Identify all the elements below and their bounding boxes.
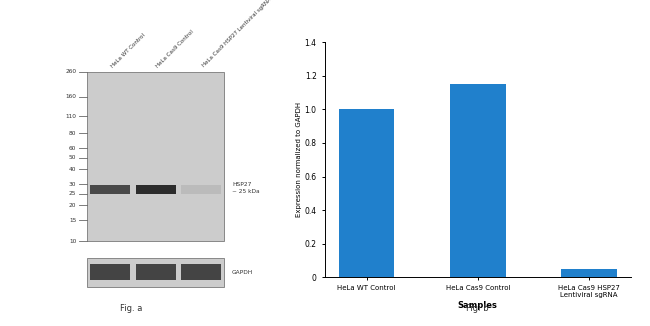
Text: Fig. b: Fig. b	[467, 304, 489, 313]
Text: 25: 25	[69, 191, 77, 196]
Text: HeLa Cas9 Control: HeLa Cas9 Control	[155, 29, 195, 68]
Bar	[90, 185, 130, 194]
Text: 20: 20	[69, 203, 77, 208]
Text: 50: 50	[69, 155, 77, 160]
Text: 80: 80	[69, 130, 77, 136]
Text: 110: 110	[66, 114, 77, 119]
Text: 15: 15	[69, 218, 77, 223]
Bar	[87, 72, 224, 241]
Bar	[339, 110, 395, 277]
Bar	[181, 185, 221, 194]
Text: GAPDH: GAPDH	[232, 270, 254, 275]
Bar	[561, 269, 617, 277]
Text: 30: 30	[69, 182, 77, 186]
Bar	[450, 84, 506, 277]
Text: 40: 40	[69, 167, 77, 171]
Bar	[136, 264, 176, 280]
Text: 160: 160	[66, 95, 77, 99]
Text: HeLa WT Control: HeLa WT Control	[110, 32, 146, 68]
Bar	[87, 258, 224, 287]
Bar	[181, 264, 221, 280]
Text: 10: 10	[69, 239, 77, 244]
Bar	[90, 264, 130, 280]
Text: 60: 60	[69, 145, 77, 151]
Y-axis label: Expression normalized to GAPDH: Expression normalized to GAPDH	[296, 102, 302, 217]
Text: HSP27
~ 25 kDa: HSP27 ~ 25 kDa	[232, 182, 259, 194]
Bar	[136, 185, 176, 194]
Text: HeLa Cas9 HSP27 Lentiviral sgRNA: HeLa Cas9 HSP27 Lentiviral sgRNA	[201, 0, 272, 68]
X-axis label: Samples: Samples	[458, 301, 498, 310]
Text: 260: 260	[65, 69, 77, 74]
Text: Fig. a: Fig. a	[120, 304, 142, 313]
